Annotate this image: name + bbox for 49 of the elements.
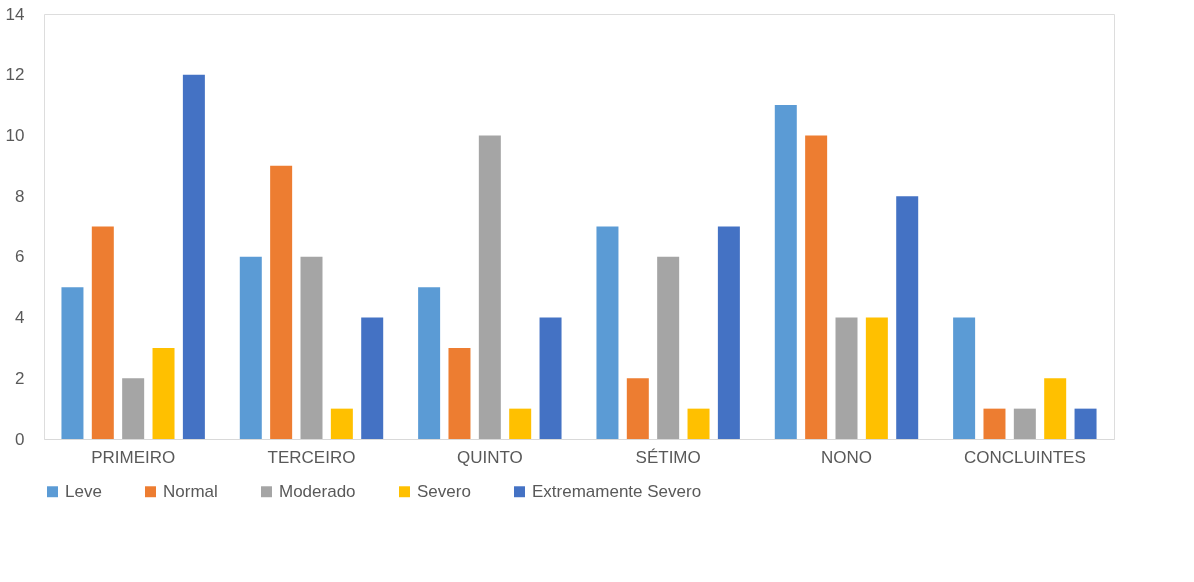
bar — [122, 378, 145, 439]
bar — [182, 74, 205, 439]
legend-label: Severo — [417, 481, 471, 501]
y-tick-label: 14 — [5, 4, 25, 24]
legend-label: Extremamente Severo — [532, 481, 702, 501]
bar — [152, 347, 175, 439]
bar — [539, 317, 562, 439]
bar — [896, 196, 919, 439]
legend-label: Moderado — [279, 481, 356, 501]
bar — [626, 378, 649, 439]
x-tick-label: CONCLUINTES — [963, 447, 1086, 467]
bar — [717, 226, 740, 439]
bar — [509, 408, 532, 439]
bar — [596, 226, 619, 439]
bar — [300, 256, 323, 439]
y-tick-label: 4 — [15, 308, 25, 328]
bar — [1044, 378, 1067, 439]
y-tick-label: 10 — [5, 125, 25, 145]
bar — [330, 408, 353, 439]
y-tick-label: 12 — [5, 65, 25, 85]
y-tick-label: 0 — [15, 429, 25, 449]
bar — [657, 256, 680, 439]
bar — [448, 347, 471, 439]
bar — [983, 408, 1006, 439]
bar — [865, 317, 888, 439]
bar — [1074, 408, 1097, 439]
bar — [478, 135, 501, 439]
x-tick-label: PRIMEIRO — [91, 447, 176, 467]
bar — [774, 105, 797, 439]
bar — [270, 165, 293, 439]
bar — [361, 317, 384, 439]
bar — [835, 317, 858, 439]
x-tick-label: TERCEIRO — [267, 447, 356, 467]
bar — [687, 408, 710, 439]
y-tick-label: 6 — [15, 247, 25, 267]
x-tick-label: SÉTIMO — [635, 447, 701, 467]
y-tick-label: 8 — [15, 186, 25, 206]
bar — [953, 317, 976, 439]
x-tick-label: QUINTO — [456, 447, 523, 467]
bar — [1013, 408, 1036, 439]
bar — [418, 287, 441, 439]
bar — [805, 135, 828, 439]
x-tick-label: NONO — [821, 447, 872, 467]
bar — [91, 226, 114, 439]
legend-label: Normal — [163, 481, 218, 501]
legend-label: Leve — [65, 481, 102, 501]
bar — [239, 256, 262, 439]
y-tick-label: 2 — [15, 368, 25, 388]
bar — [61, 287, 84, 439]
